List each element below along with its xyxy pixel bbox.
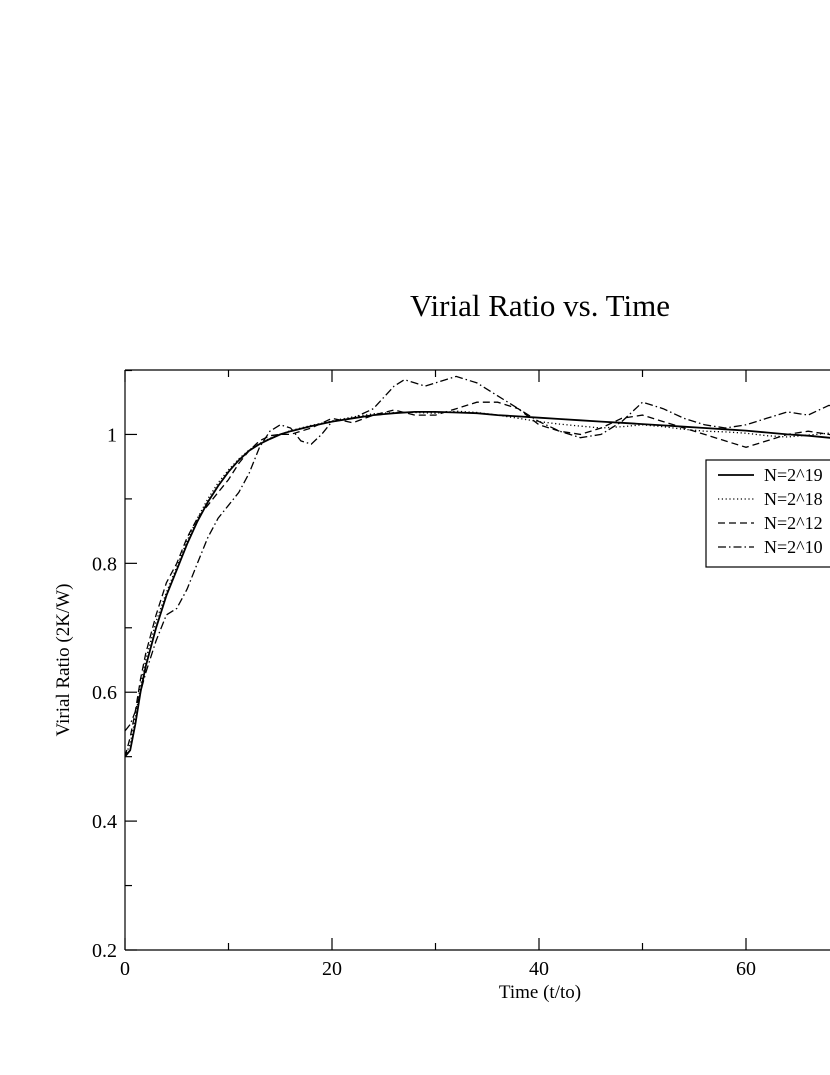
chart-title: Virial Ratio vs. Time: [410, 288, 670, 323]
legend-label: N=2^18: [764, 489, 823, 509]
x-tick-label: 60: [736, 958, 756, 980]
series-line-4: [125, 375, 830, 732]
y-tick-label: 0.6: [92, 682, 117, 704]
legend-label: N=2^19: [764, 465, 823, 485]
x-axis-label: Time (t/to): [498, 982, 582, 1003]
x-tick-label: 0: [120, 958, 130, 980]
series-line-3: [125, 401, 830, 757]
x-tick-label: 20: [322, 958, 342, 980]
y-tick-label: 1: [107, 424, 117, 446]
y-tick-label: 0.4: [92, 811, 117, 833]
y-tick-label: 0.2: [92, 940, 117, 962]
legend-box: [705, 459, 830, 568]
y-tick-label: 0.8: [92, 553, 117, 575]
legend-label: N=2^10: [764, 537, 823, 557]
series-line-1: [125, 411, 830, 758]
x-tick-label: 40: [529, 958, 549, 980]
legend-label: N=2^12: [764, 513, 823, 533]
